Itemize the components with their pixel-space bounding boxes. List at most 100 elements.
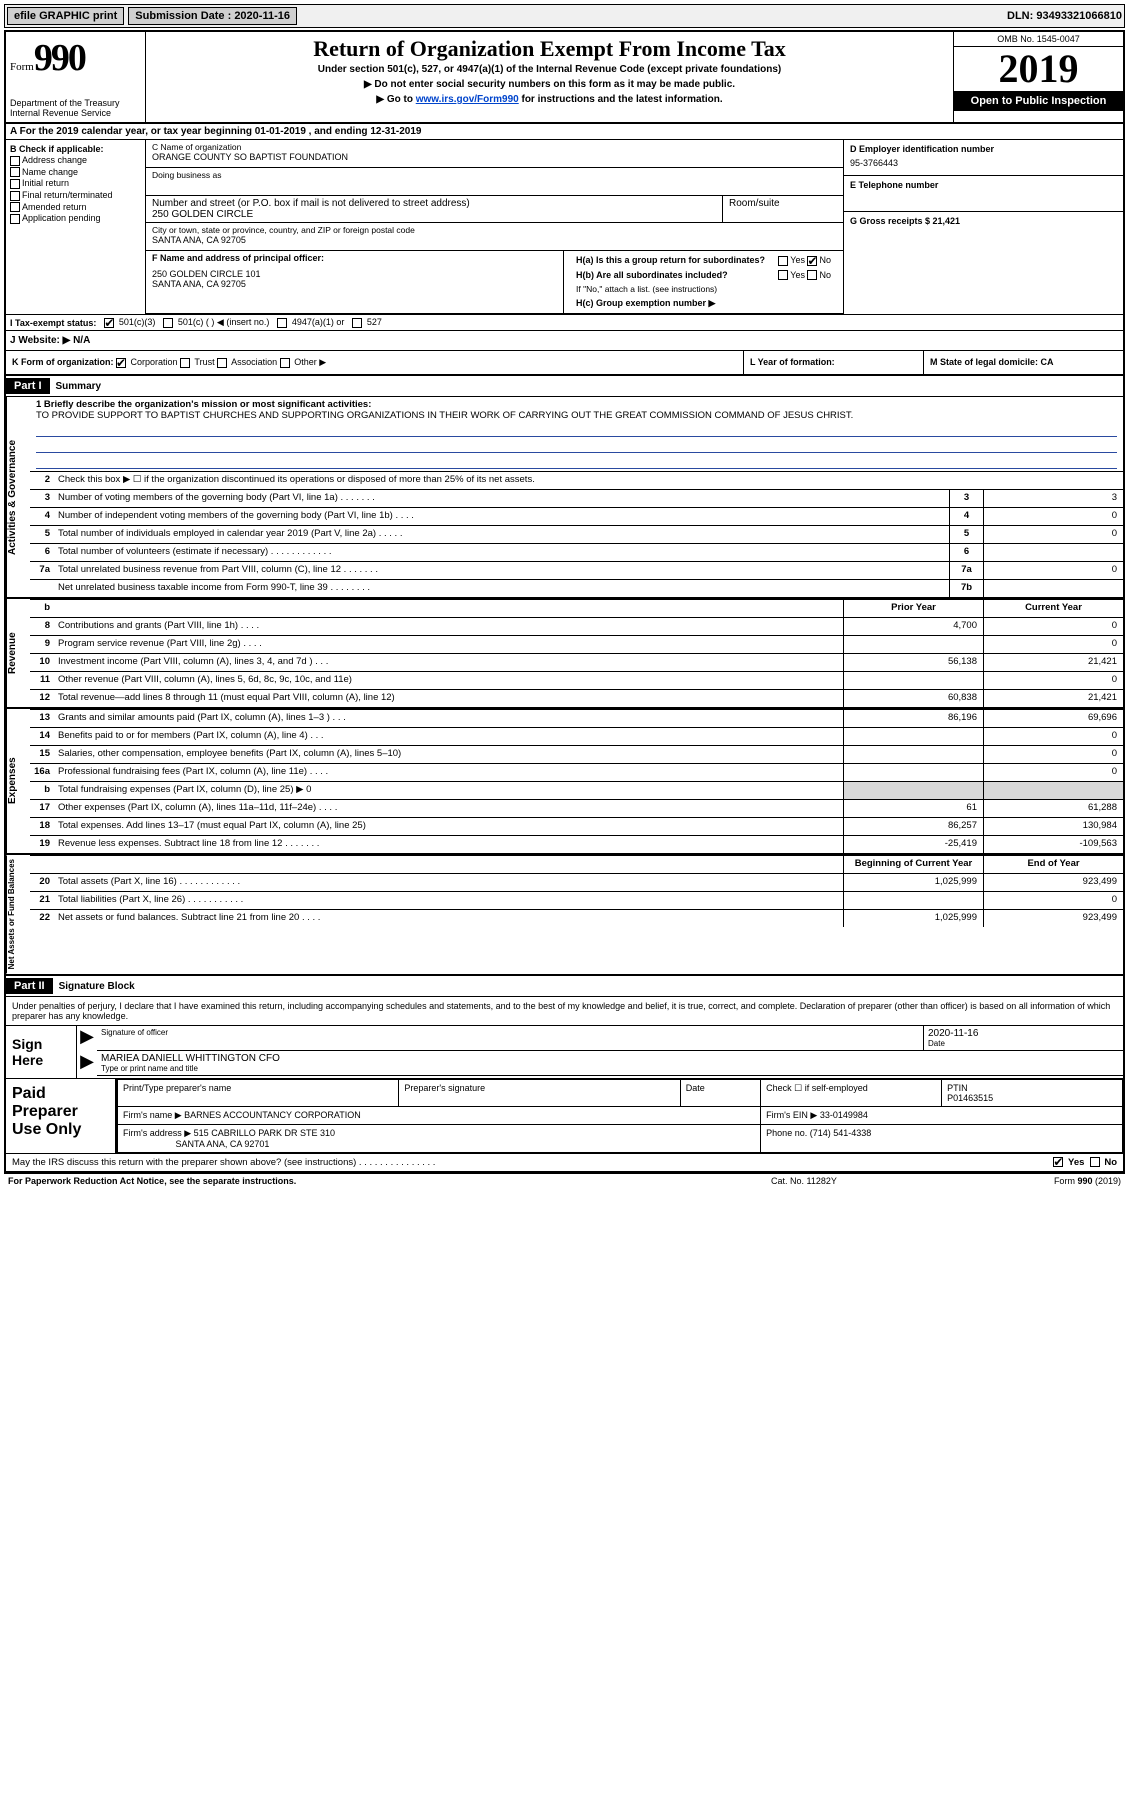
part-i-header: Part ISummary — [6, 376, 1123, 397]
topbar: efile GRAPHIC print Submission Date : 20… — [4, 4, 1125, 28]
summary-line: 3Number of voting members of the governi… — [30, 489, 1123, 507]
omb-number: OMB No. 1545-0047 — [954, 32, 1123, 47]
chk-501c3[interactable]: 501(c)(3) — [104, 317, 155, 328]
tax-year: 2019 — [954, 47, 1123, 91]
city-state-zip: SANTA ANA, CA 92705 — [152, 235, 837, 245]
row-a-tax-year: A For the 2019 calendar year, or tax yea… — [6, 124, 1123, 140]
summary-line: 8Contributions and grants (Part VIII, li… — [30, 617, 1123, 635]
firm-ein: 33-0149984 — [820, 1110, 868, 1120]
hb-note: If "No," attach a list. (see instruction… — [570, 282, 837, 296]
paid-preparer-label: Paid Preparer Use Only — [6, 1079, 116, 1153]
prep-sig-label: Preparer's signature — [404, 1083, 485, 1093]
dba-label: Doing business as — [152, 170, 837, 180]
side-label-revenue: Revenue — [6, 599, 30, 707]
chk-527[interactable]: 527 — [352, 317, 382, 328]
hb-label: H(b) Are all subordinates included? — [576, 270, 728, 280]
chk-amended[interactable]: Amended return — [10, 202, 141, 213]
submission-date-button[interactable]: Submission Date : 2020-11-16 — [128, 7, 297, 25]
summary-line: 14Benefits paid to or for members (Part … — [30, 727, 1123, 745]
form-990-page: Form990 Department of the Treasury Inter… — [4, 30, 1125, 1173]
officer-label: F Name and address of principal officer: — [152, 253, 557, 263]
summary-line: 21Total liabilities (Part X, line 26) . … — [30, 891, 1123, 909]
arrow-icon: ▶ — [77, 1051, 97, 1076]
hdr-end: End of Year — [983, 856, 1123, 873]
summary-line: 6Total number of volunteers (estimate if… — [30, 543, 1123, 561]
chk-4947[interactable]: 4947(a)(1) or — [277, 317, 344, 328]
summary-line: 7aTotal unrelated business revenue from … — [30, 561, 1123, 579]
firm-name: BARNES ACCOUNTANCY CORPORATION — [184, 1110, 361, 1120]
ein-label: D Employer identification number — [850, 144, 1117, 154]
mission-text: TO PROVIDE SUPPORT TO BAPTIST CHURCHES A… — [36, 410, 1117, 421]
summary-line: 16aProfessional fundraising fees (Part I… — [30, 763, 1123, 781]
ptin-value: P01463515 — [947, 1093, 993, 1103]
sig-officer-label: Signature of officer — [101, 1028, 919, 1037]
firm-addr-label: Firm's address ▶ — [123, 1128, 191, 1138]
chk-association[interactable]: Association — [217, 357, 277, 367]
side-label-expenses: Expenses — [6, 709, 30, 853]
open-to-public: Open to Public Inspection — [954, 91, 1123, 111]
hdr-prior-year: Prior Year — [843, 600, 983, 617]
irs-label: Internal Revenue Service — [10, 108, 141, 118]
sign-here-row: Sign Here ▶ Signature of officer 2020-11… — [6, 1025, 1123, 1078]
summary-line: bTotal fundraising expenses (Part IX, co… — [30, 781, 1123, 799]
summary-line: 4Number of independent voting members of… — [30, 507, 1123, 525]
footer-form: Form 990 (2019) — [971, 1176, 1121, 1186]
city-label: City or town, state or province, country… — [152, 225, 837, 235]
discuss-yes-check[interactable] — [1053, 1157, 1063, 1167]
discuss-no-check[interactable] — [1090, 1157, 1100, 1167]
hdr-beginning: Beginning of Current Year — [843, 856, 983, 873]
officer-addr1: 250 GOLDEN CIRCLE 101 — [152, 269, 557, 279]
officer-name-label: Type or print name and title — [101, 1064, 1119, 1073]
section-b-through-g: B Check if applicable: Address change Na… — [6, 140, 1123, 315]
footer-cat-no: Cat. No. 11282Y — [771, 1176, 971, 1186]
org-name-label: C Name of organization — [152, 142, 837, 152]
summary-line: 9Program service revenue (Part VIII, lin… — [30, 635, 1123, 653]
chk-corporation[interactable]: Corporation — [116, 357, 178, 367]
chk-application-pending[interactable]: Application pending — [10, 213, 141, 224]
summary-line: Net unrelated business taxable income fr… — [30, 579, 1123, 597]
paid-preparer-row: Paid Preparer Use Only Print/Type prepar… — [6, 1078, 1123, 1153]
chk-final-return[interactable]: Final return/terminated — [10, 190, 141, 201]
chk-trust[interactable]: Trust — [180, 357, 215, 367]
part-ii-header: Part IISignature Block — [6, 974, 1123, 997]
instructions-link-row: ▶ Go to www.irs.gov/Form990 for instruct… — [154, 94, 945, 105]
revenue-section: Revenue bPrior YearCurrent Year 8Contrib… — [6, 597, 1123, 707]
side-label-ag: Activities & Governance — [6, 397, 30, 597]
summary-line: 5Total number of individuals employed in… — [30, 525, 1123, 543]
sign-here-label: Sign Here — [6, 1026, 76, 1078]
room-suite-label: Room/suite — [729, 198, 837, 209]
form-header: Form990 Department of the Treasury Inter… — [6, 32, 1123, 124]
net-assets-section: Net Assets or Fund Balances Beginning of… — [6, 853, 1123, 973]
chk-501c[interactable]: 501(c) ( ) ◀ (insert no.) — [163, 317, 269, 328]
arrow-icon: ▶ — [77, 1026, 97, 1051]
org-name: ORANGE COUNTY SO BAPTIST FOUNDATION — [152, 152, 837, 162]
dept-label: Department of the Treasury — [10, 98, 141, 108]
phone-label: Phone no. — [766, 1128, 807, 1138]
page-footer: For Paperwork Reduction Act Notice, see … — [4, 1173, 1125, 1188]
form-title: Return of Organization Exempt From Incom… — [154, 36, 945, 62]
col-b-label: B Check if applicable: — [10, 144, 141, 154]
summary-line: 20Total assets (Part X, line 16) . . . .… — [30, 873, 1123, 891]
chk-name-change[interactable]: Name change — [10, 167, 141, 178]
column-c-org-info: C Name of organization ORANGE COUNTY SO … — [146, 140, 843, 314]
summary-line: 11Other revenue (Part VIII, column (A), … — [30, 671, 1123, 689]
address: 250 GOLDEN CIRCLE — [152, 209, 716, 220]
line-2: Check this box ▶ ☐ if the organization d… — [54, 472, 1123, 489]
self-employed-check[interactable]: Check ☐ if self-employed — [766, 1083, 868, 1093]
efile-print-button[interactable]: efile GRAPHIC print — [7, 7, 124, 25]
chk-other[interactable]: Other ▶ — [280, 357, 326, 367]
instructions-link[interactable]: www.irs.gov/Form990 — [416, 94, 519, 105]
summary-line: 10Investment income (Part VIII, column (… — [30, 653, 1123, 671]
sig-date-value: 2020-11-16 — [928, 1028, 1119, 1039]
signature-declaration: Under penalties of perjury, I declare th… — [6, 997, 1123, 1025]
chk-address-change[interactable]: Address change — [10, 155, 141, 166]
summary-line: 17Other expenses (Part IX, column (A), l… — [30, 799, 1123, 817]
column-d-e-g: D Employer identification number 95-3766… — [843, 140, 1123, 314]
row-i-tax-status: I Tax-exempt status: 501(c)(3) 501(c) ( … — [6, 315, 1123, 331]
ssn-note: ▶ Do not enter social security numbers o… — [154, 79, 945, 90]
summary-line: 12Total revenue—add lines 8 through 11 (… — [30, 689, 1123, 707]
state-domicile: M State of legal domicile: CA — [923, 351, 1123, 374]
summary-line: 18Total expenses. Add lines 13–17 (must … — [30, 817, 1123, 835]
officer-name: MARIEA DANIELL WHITTINGTON CFO — [101, 1053, 1119, 1064]
chk-initial-return[interactable]: Initial return — [10, 178, 141, 189]
